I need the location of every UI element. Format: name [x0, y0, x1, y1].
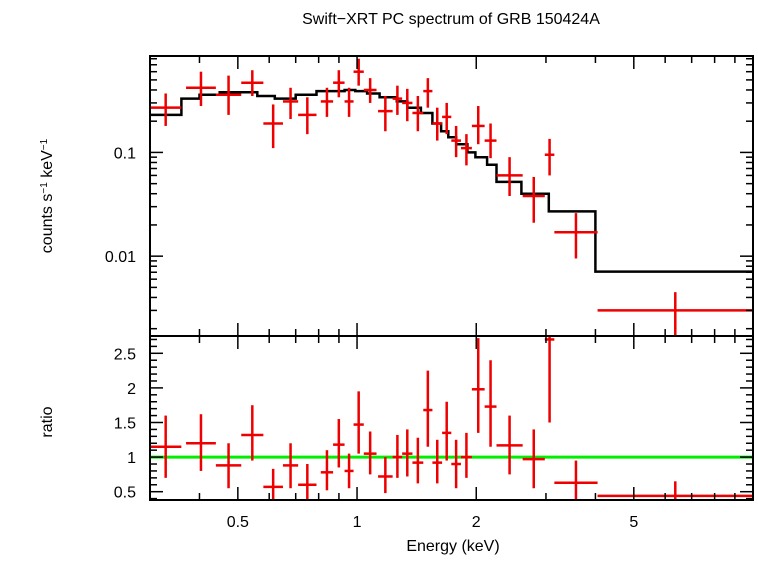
spectrum-data-point — [544, 138, 555, 176]
ratio-data-point — [241, 405, 264, 461]
ratio-x-ticks — [149, 336, 754, 500]
spectrum-data-point — [282, 87, 299, 119]
spectrum-panel: 0.01 0.1 — [105, 55, 754, 337]
ratio-y-tick-label: 0.5 — [114, 485, 136, 502]
x-tick-label: 0.5 — [227, 514, 249, 531]
spectrum-frame — [149, 55, 754, 337]
spectrum-data-point — [378, 95, 393, 132]
ratio-data-point — [298, 464, 317, 500]
ratio-data-point — [320, 450, 334, 491]
ratio-data-point — [263, 468, 283, 500]
spectrum-plot-area — [150, 58, 753, 336]
ratio-data-point — [344, 453, 354, 489]
ratio-data-point — [460, 432, 472, 478]
ratio-data-point — [423, 370, 433, 447]
ratio-data-point — [353, 391, 364, 454]
ratio-data-point — [378, 457, 393, 494]
ratio-data-point — [402, 429, 413, 477]
spectrum-data-point — [597, 292, 753, 336]
spectrum-data-point — [186, 71, 216, 107]
model-histogram-line — [150, 88, 753, 273]
spectrum-data-point — [451, 125, 461, 158]
spectrum-y-tick-label: 0.1 — [114, 145, 136, 162]
x-axis-label: Energy (keV) — [406, 538, 499, 555]
ratio-data-point — [215, 443, 242, 489]
spectrum-data-point — [412, 95, 424, 132]
x-tick-label: 1 — [353, 514, 362, 531]
ratio-data-point — [496, 415, 523, 475]
x-tick-label: 5 — [629, 514, 638, 531]
spectrum-data-point — [263, 104, 283, 149]
spectrum-data-point — [522, 176, 545, 223]
ratio-y-ticks — [150, 338, 753, 500]
ratio-y-tick-label: 1 — [127, 450, 136, 467]
ratio-data-point — [522, 429, 545, 489]
spectrum-data-point — [442, 102, 452, 135]
ratio-data-point — [442, 401, 452, 461]
ratio-data-point — [363, 431, 377, 475]
spectrum-data-point — [432, 107, 443, 141]
spectrum-data-point — [496, 157, 523, 197]
spectrum-x-ticks — [149, 56, 754, 336]
ratio-data-point — [150, 415, 182, 478]
spectrum-data-point — [484, 123, 497, 159]
ratio-data-point — [544, 336, 555, 423]
spectrum-data-point — [215, 75, 242, 115]
ratio-data-point — [432, 439, 443, 484]
spectrum-data-point — [402, 88, 413, 122]
spectrum-data-point — [460, 134, 472, 166]
x-tick-label: 2 — [472, 514, 481, 531]
y-label-main: counts s — [39, 194, 56, 254]
spectrum-data-point — [554, 213, 598, 259]
chart-title: Swift−XRT PC spectrum of GRB 150424A — [302, 11, 600, 28]
ratio-data-point — [392, 434, 403, 478]
ratio-frame — [149, 335, 754, 501]
spectrum-data-point — [150, 93, 182, 126]
ratio-y-axis-label: ratio — [39, 406, 56, 437]
spectrum-y-axis-label: counts s−1 keV−1 — [39, 138, 57, 253]
ratio-data-point — [471, 338, 485, 433]
spectrum-data-point — [333, 70, 345, 98]
spectrum-data-point — [363, 78, 377, 103]
ratio-data-point — [412, 437, 424, 484]
spectrum-y-tick-label: 0.01 — [105, 249, 136, 266]
spectrum-data-point — [298, 97, 317, 135]
spectrum-data-point — [353, 58, 364, 86]
spectrum-data-point — [241, 70, 264, 96]
ratio-panel: 0.5 1 1.5 2 2.5 0.5 1 2 5 — [114, 335, 754, 531]
ratio-plot-area — [150, 336, 753, 500]
ratio-data-point — [282, 443, 299, 489]
ratio-data-point — [186, 414, 216, 471]
ratio-data-point — [333, 419, 345, 468]
ratio-data-point — [451, 439, 461, 489]
ratio-data-point — [597, 481, 753, 500]
y-label-mid: keV — [39, 150, 56, 182]
ratio-data-point — [554, 460, 598, 500]
spectrum-data-point — [423, 78, 433, 108]
ratio-y-tick-label: 2 — [127, 381, 136, 398]
ratio-data-point — [484, 360, 497, 447]
spectrum-data-point — [471, 106, 485, 145]
spectrum-data-point — [344, 87, 354, 117]
y-label-sup-2: −1 — [39, 138, 50, 150]
spectrum-data-point — [392, 85, 403, 115]
ratio-y-tick-label: 2.5 — [114, 346, 136, 363]
ratio-y-tick-label: 1.5 — [114, 415, 136, 432]
y-label-sup-1: −1 — [39, 182, 50, 194]
spectrum-data-point — [320, 87, 334, 117]
spectrum-y-ticks — [150, 57, 753, 330]
